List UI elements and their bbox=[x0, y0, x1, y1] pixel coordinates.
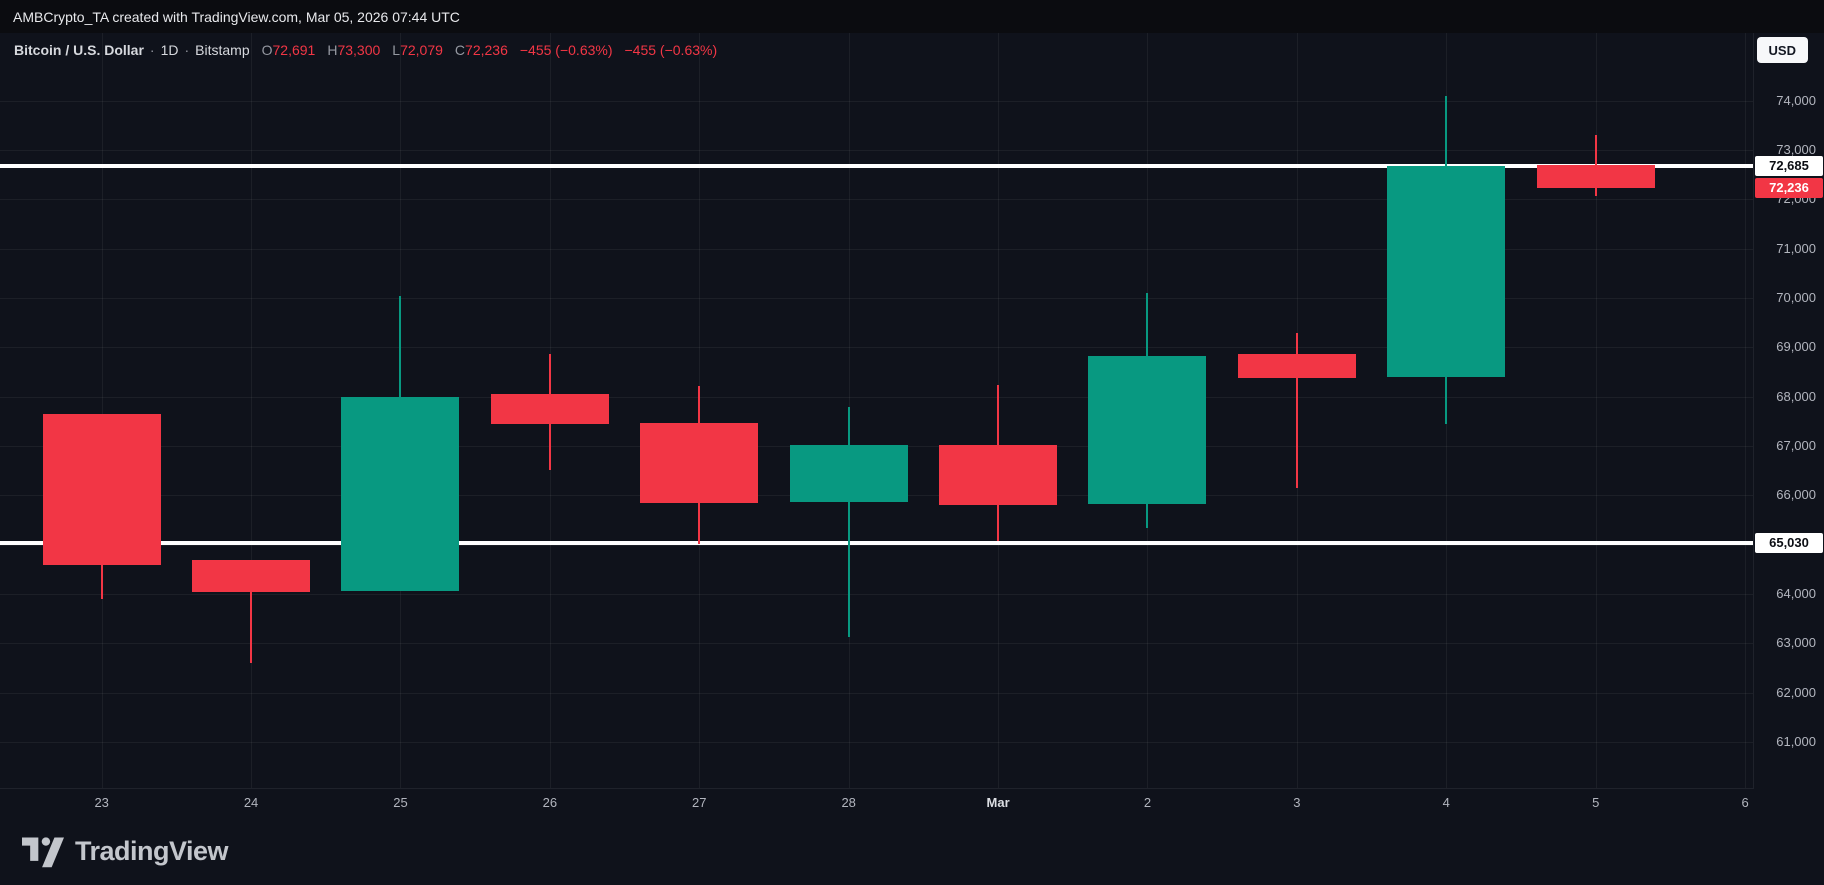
symbol-name: Bitcoin / U.S. Dollar bbox=[14, 42, 144, 58]
high-key: H bbox=[327, 42, 338, 58]
price-tick-label: 63,000 bbox=[1776, 635, 1816, 651]
grid-line-horizontal bbox=[0, 643, 1753, 645]
candle bbox=[1387, 165, 1506, 378]
legend-separator: · bbox=[149, 42, 155, 58]
exchange-label: Bitstamp bbox=[195, 42, 250, 58]
time-label: 3 bbox=[1293, 795, 1301, 810]
candle bbox=[490, 394, 609, 425]
grid-line-horizontal bbox=[0, 396, 1753, 398]
price-axis[interactable]: 74,000 73,000 72,000 71,000 70,000 69,000 68,0… bbox=[1754, 33, 1824, 788]
time-label: 28 bbox=[841, 795, 856, 810]
candle-wick bbox=[847, 407, 850, 638]
price-tick-label: 73,000 bbox=[1776, 142, 1816, 158]
candle-wick bbox=[1295, 333, 1298, 489]
price-line-label: 72,685 bbox=[1755, 155, 1823, 176]
attribution-text: AMBCrypto_TA created with TradingView.co… bbox=[13, 8, 460, 25]
grid-line-horizontal bbox=[0, 150, 1753, 152]
high-value: 73,300 bbox=[337, 42, 381, 58]
time-label: 24 bbox=[243, 795, 259, 810]
time-label: 5 bbox=[1592, 795, 1600, 810]
candle-wick bbox=[250, 559, 253, 664]
grid-line-vertical bbox=[101, 33, 103, 788]
candle bbox=[42, 414, 161, 565]
price-tick-label: 66,000 bbox=[1776, 487, 1816, 503]
time-label: 27 bbox=[692, 795, 707, 810]
attribution-bar: AMBCrypto_TA created with TradingView.co… bbox=[0, 0, 1824, 33]
time-label: 2 bbox=[1143, 795, 1152, 810]
horizontal-price-line bbox=[0, 163, 1753, 168]
grid-line-vertical bbox=[1595, 33, 1597, 788]
candle bbox=[789, 445, 908, 502]
grid-line-horizontal bbox=[0, 347, 1753, 349]
change-absolute: −455 (−0.63%) bbox=[519, 42, 613, 58]
chart-legend[interactable]: Bitcoin / U.S. Dollar · 1D · Bitstamp O72,691… bbox=[14, 42, 717, 58]
grid-line-horizontal bbox=[0, 100, 1753, 102]
close-key: C bbox=[454, 42, 466, 58]
grid-line-horizontal bbox=[0, 692, 1753, 694]
tradingview-wordmark[interactable]: TradingView bbox=[75, 836, 229, 866]
grid-line-horizontal bbox=[0, 248, 1753, 250]
time-label: 4 bbox=[1442, 795, 1450, 810]
legend-separator: · bbox=[184, 42, 190, 58]
last-price-label: 72,236 bbox=[1755, 177, 1823, 198]
grid-line-horizontal bbox=[0, 199, 1753, 201]
open-value: 72,691 bbox=[272, 42, 316, 58]
footer: TradingView bbox=[0, 818, 1824, 885]
time-label: 23 bbox=[94, 795, 109, 810]
currency-button[interactable]: USD bbox=[1756, 37, 1808, 63]
candle bbox=[1237, 353, 1356, 379]
close-value: 72,236 bbox=[465, 42, 508, 58]
grid-line-horizontal bbox=[0, 594, 1753, 596]
grid-line-horizontal bbox=[0, 298, 1753, 300]
price-tick-label: 68,000 bbox=[1776, 388, 1816, 404]
time-label: 25 bbox=[393, 795, 408, 810]
time-label: 6 bbox=[1741, 795, 1749, 810]
horizontal-price-line bbox=[0, 541, 1753, 546]
time-axis[interactable]: 23 24 25 26 27 28 Mar 2 3 4 5 6 bbox=[0, 788, 1754, 818]
time-label: 26 bbox=[542, 795, 558, 810]
low-value: 72,079 bbox=[400, 42, 443, 58]
candle bbox=[1088, 356, 1207, 504]
grid-line-horizontal bbox=[0, 742, 1753, 744]
price-tick-label: 62,000 bbox=[1776, 684, 1816, 700]
price-line-label: 65,030 bbox=[1755, 533, 1823, 554]
interval-label: 1D bbox=[160, 42, 179, 58]
plot-region[interactable] bbox=[0, 33, 1754, 788]
price-tick-label: 74,000 bbox=[1776, 92, 1816, 108]
candle bbox=[192, 559, 311, 592]
price-tick-label: 70,000 bbox=[1776, 290, 1816, 306]
change-percent: −455 (−0.63%) bbox=[624, 42, 718, 58]
tradingview-logo[interactable] bbox=[22, 835, 64, 868]
open-key: O bbox=[261, 42, 273, 58]
grid-line-vertical bbox=[1745, 33, 1747, 788]
price-tick-label: 61,000 bbox=[1776, 734, 1816, 750]
low-key: L bbox=[392, 42, 401, 58]
price-tick-label: 64,000 bbox=[1776, 586, 1816, 602]
price-tick-label: 67,000 bbox=[1776, 438, 1816, 454]
time-label: Mar bbox=[986, 795, 1010, 810]
price-tick-label: 69,000 bbox=[1776, 339, 1816, 355]
price-tick-label: 71,000 bbox=[1776, 240, 1816, 256]
grid-line-vertical bbox=[251, 33, 253, 788]
candle bbox=[939, 445, 1058, 506]
candle bbox=[1536, 165, 1655, 188]
candle bbox=[640, 423, 759, 503]
chart-area: Bitcoin / U.S. Dollar · 1D · Bitstamp O72,691… bbox=[0, 33, 1824, 818]
candle bbox=[341, 396, 460, 591]
